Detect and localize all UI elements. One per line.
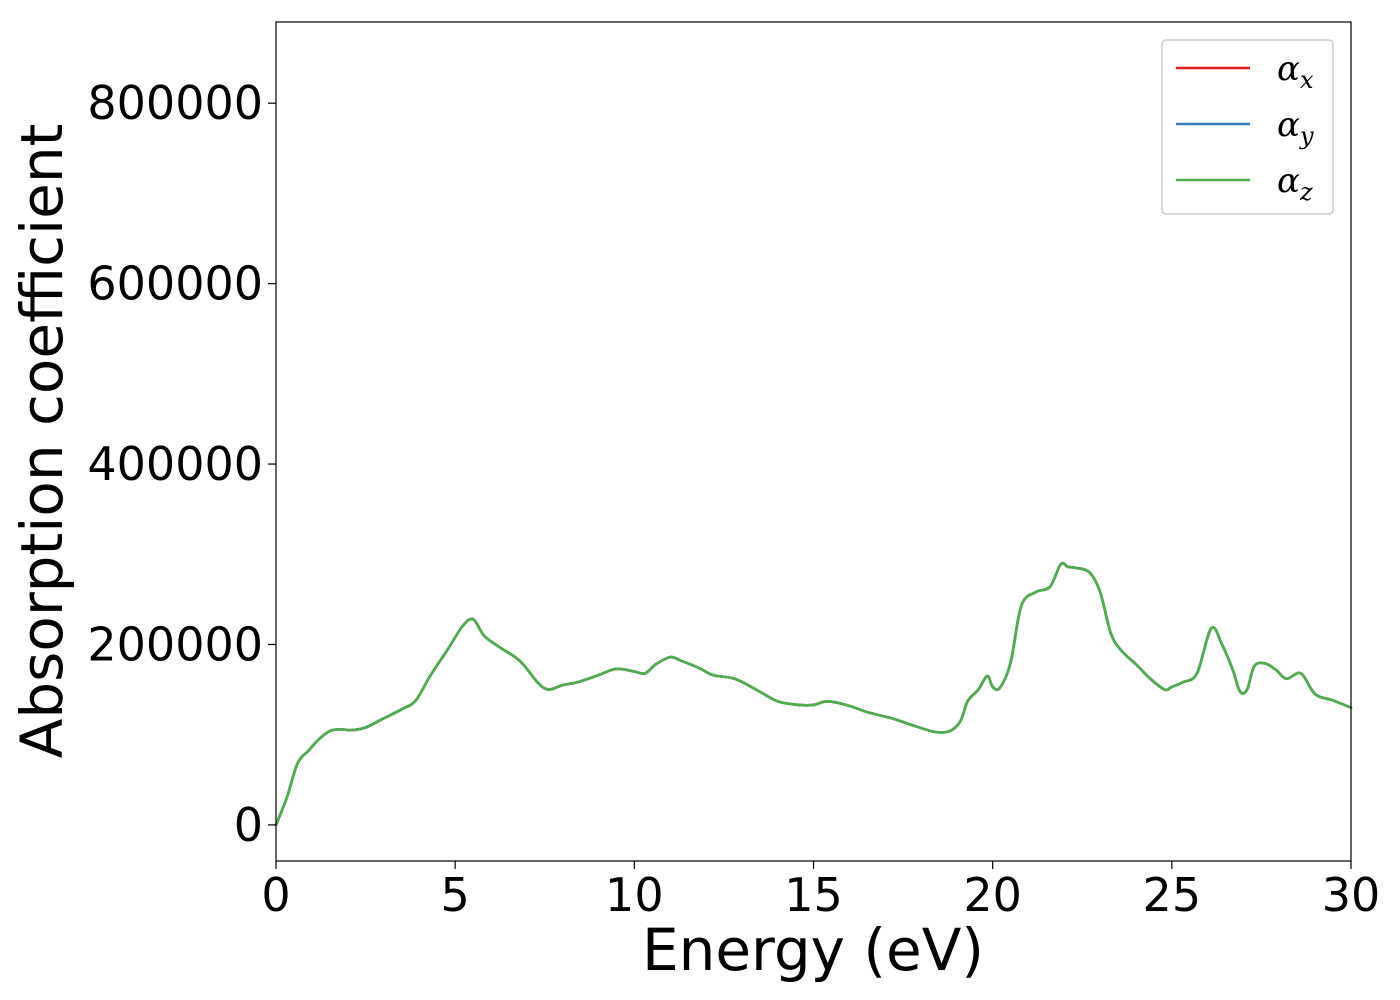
x-tick-label: 30 [1322,868,1381,922]
y-tick-label: 600000 [87,257,263,311]
y-tick-label: 400000 [87,437,263,491]
legend-box [1161,39,1334,215]
x-tick-label: 15 [784,868,843,922]
series-layer [274,561,1353,827]
x-tick-label: 5 [441,868,470,922]
x-axis-title: Energy (eV) [642,916,984,984]
y-tick-label: 200000 [87,617,263,671]
x-tick-label: 20 [963,868,1022,922]
y-axis-title: Absorption coefficient [8,124,76,759]
x-tick-label: 25 [1143,868,1202,922]
series-line-z [274,561,1353,827]
x-axis-ticks: 0 5 10 15 20 25 30 [261,861,1380,922]
y-tick-label: 0 [234,798,263,852]
y-axis-ticks: 0 200000 400000 600000 800000 [87,76,276,852]
x-tick-label: 10 [605,868,664,922]
y-tick-label: 800000 [87,76,263,130]
x-tick-label: 0 [261,868,290,922]
